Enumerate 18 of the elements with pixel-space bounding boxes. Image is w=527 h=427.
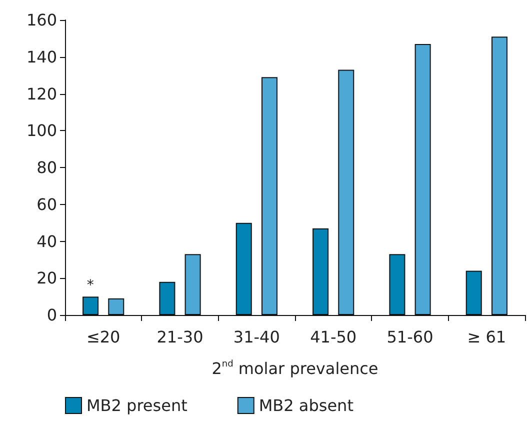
y-tick-label: 20 [36, 268, 57, 288]
y-tick-label: 0 [46, 306, 57, 324]
x-tick-label: ≥ 61 [467, 328, 506, 346]
y-tick-label: 80 [36, 158, 57, 177]
x-tick-label: 51-60 [386, 328, 434, 346]
y-tick-label: 60 [36, 194, 57, 214]
y-tick-label: 40 [36, 232, 57, 251]
x-tick-label: 21-30 [156, 328, 204, 346]
annotation: * [86, 278, 94, 294]
legend-label: MB2 absent [258, 396, 354, 415]
legend-label: MB2 present [86, 396, 188, 415]
x-tick-label: ≤20 [86, 328, 120, 346]
x-tick-label: 41-50 [310, 328, 357, 346]
y-tick-label: 120 [26, 84, 57, 104]
y-tick-label: 140 [26, 47, 57, 66]
y-tick-label: 100 [26, 121, 57, 140]
x-tick-label: 31-40 [233, 328, 280, 346]
y-tick-label: 160 [26, 10, 57, 30]
